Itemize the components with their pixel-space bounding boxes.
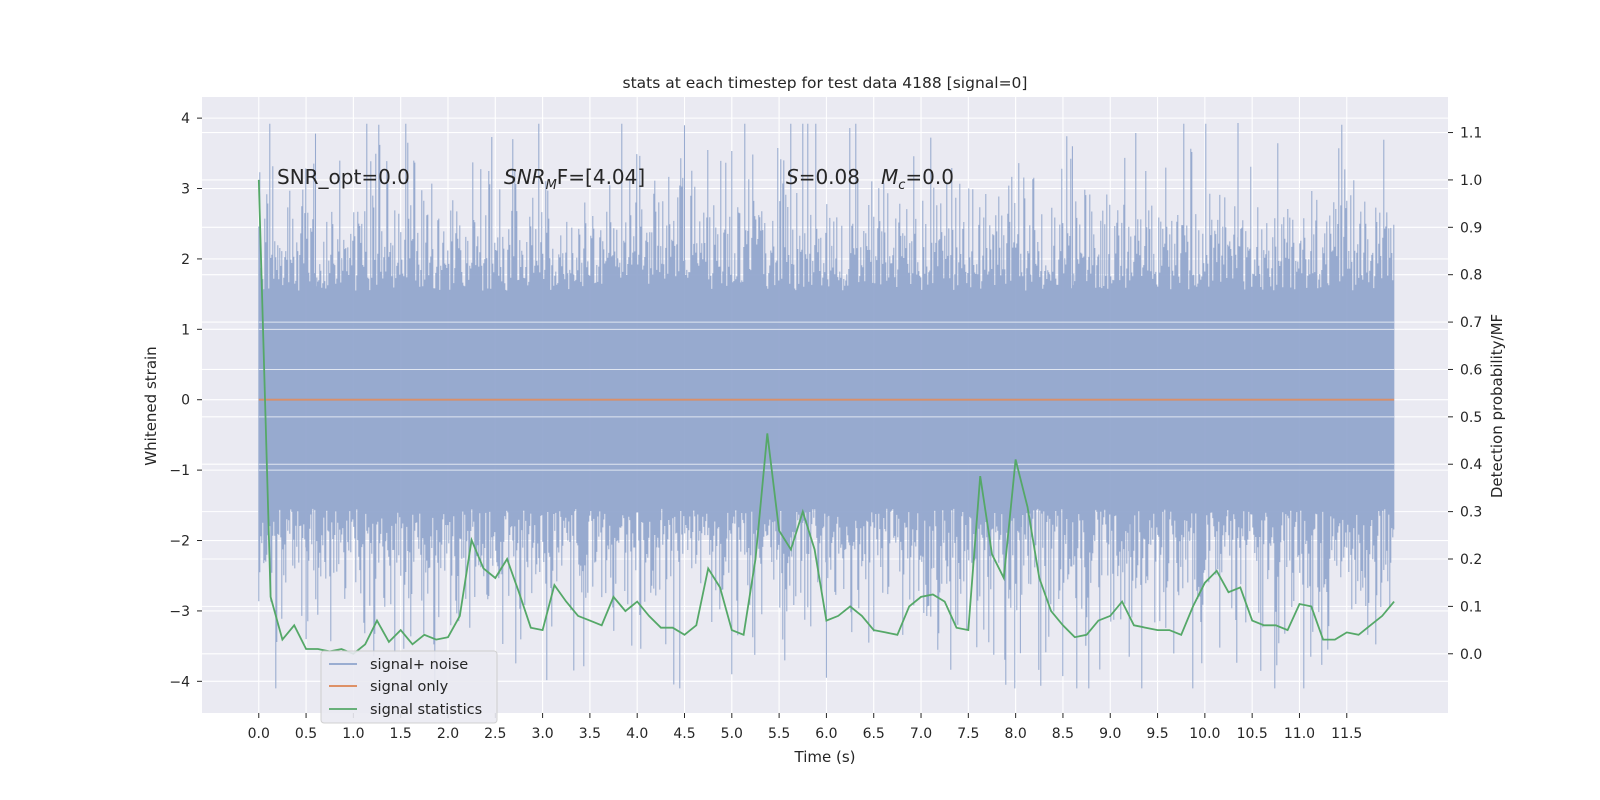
x-tick-label: 3.0 [531,726,553,742]
y-tick-label: 2 [181,252,190,268]
snr-mf-prefix: SNR [504,165,546,189]
legend-label-signal-statistics: signal statistics [370,702,482,718]
y2-tick-label: 0.7 [1460,315,1482,331]
y2-tick-label: 0.9 [1460,220,1482,236]
legend-box [320,650,498,724]
y-tick-label: −1 [169,463,190,479]
annotation-s: S=0.08 [786,165,860,189]
x-tick-label: 8.0 [1005,726,1027,742]
mc-sub: c [898,178,905,193]
x-tick-label: 0.0 [248,726,270,742]
x-tick-label: 2.5 [484,726,506,742]
s-prefix: S [786,165,799,189]
snr-mf-suffix: F=[4.04] [557,165,645,189]
s-value: =0.08 [799,165,860,189]
signal-statistics-series [257,179,1395,655]
x-tick-label: 1.5 [390,726,412,742]
x-tick-label: 9.5 [1146,726,1168,742]
x-axis-ticks: 0.0 0.5 1.0 1.5 2.0 2.5 3.0 3.5 4.0 4.5 5.0 5.5 6.0 6… [248,713,1362,742]
x-tick-label: 6.0 [815,726,837,742]
y-tick-label: 3 [181,182,190,198]
y-axis-label: Whitened strain [142,346,160,465]
x-tick-label: 3.5 [579,726,601,742]
chart-title: stats at each timestep for test data 418… [623,74,1028,92]
y2-tick-label: 0.2 [1460,552,1482,568]
mc-prefix: M [881,165,898,189]
x-tick-label: 5.0 [721,726,743,742]
x-tick-label: 10.5 [1237,726,1268,742]
x-tick-label: 9.0 [1099,726,1121,742]
y2-tick-label: 1.1 [1460,126,1482,142]
x-tick-label: 2.0 [437,726,459,742]
x-tick-label: 11.0 [1284,726,1315,742]
x-tick-label: 6.5 [863,726,885,742]
annotation-snr-opt: SNR_opt=0.0 [277,165,410,189]
y2-tick-label: 0.3 [1460,505,1482,521]
y-tick-label: −3 [169,604,190,620]
x-tick-label: 4.5 [673,726,695,742]
y2-tick-label: 1.0 [1460,173,1482,189]
x-tick-label: 5.5 [768,726,790,742]
x-tick-label: 0.5 [295,726,317,742]
y2-tick-label: 0.8 [1460,268,1482,284]
x-tick-label: 11.5 [1331,726,1362,742]
annotation-mc: Mc=0.0 [881,165,954,193]
legend: signal+ noise signal only signal statist… [320,650,498,724]
y2-tick-label: 0.0 [1460,647,1482,663]
right-y-axis-ticks: 1.1 1.0 0.9 0.8 0.7 0.6 0.5 0.4 0.3 0.2 0.1 0.0 [1448,126,1482,663]
legend-label-signal-only: signal only [370,679,449,695]
x-tick-label: 4.0 [626,726,648,742]
left-y-axis-ticks: 4 3 2 1 0 −1 −2 −3 −4 [169,111,202,690]
y2-tick-label: 0.1 [1460,599,1482,615]
y-tick-label: 0 [181,393,190,409]
snr-mf-sub: M [546,178,557,193]
y2-tick-label: 0.4 [1460,457,1482,473]
x-axis-label: Time (s) [794,748,856,766]
x-tick-label: 8.5 [1052,726,1074,742]
signal-statistics-line [257,179,1395,655]
x-tick-label: 7.5 [957,726,979,742]
mc-value: =0.0 [905,165,954,189]
x-tick-label: 7.0 [910,726,932,742]
y-tick-label: −2 [169,534,190,550]
y-tick-label: 1 [181,322,190,338]
annotation-snr-mf: SNRMF=[4.04] [504,165,645,193]
y2-tick-label: 0.6 [1460,362,1482,378]
x-tick-label: 1.0 [342,726,364,742]
y2-axis-label: Detection probability/MF [1488,314,1506,498]
x-tick-label: 10.0 [1189,726,1220,742]
y-tick-label: −4 [169,674,190,690]
y-tick-label: 4 [181,111,190,127]
legend-label-signal-noise: signal+ noise [370,657,468,673]
y2-tick-label: 0.5 [1460,410,1482,426]
